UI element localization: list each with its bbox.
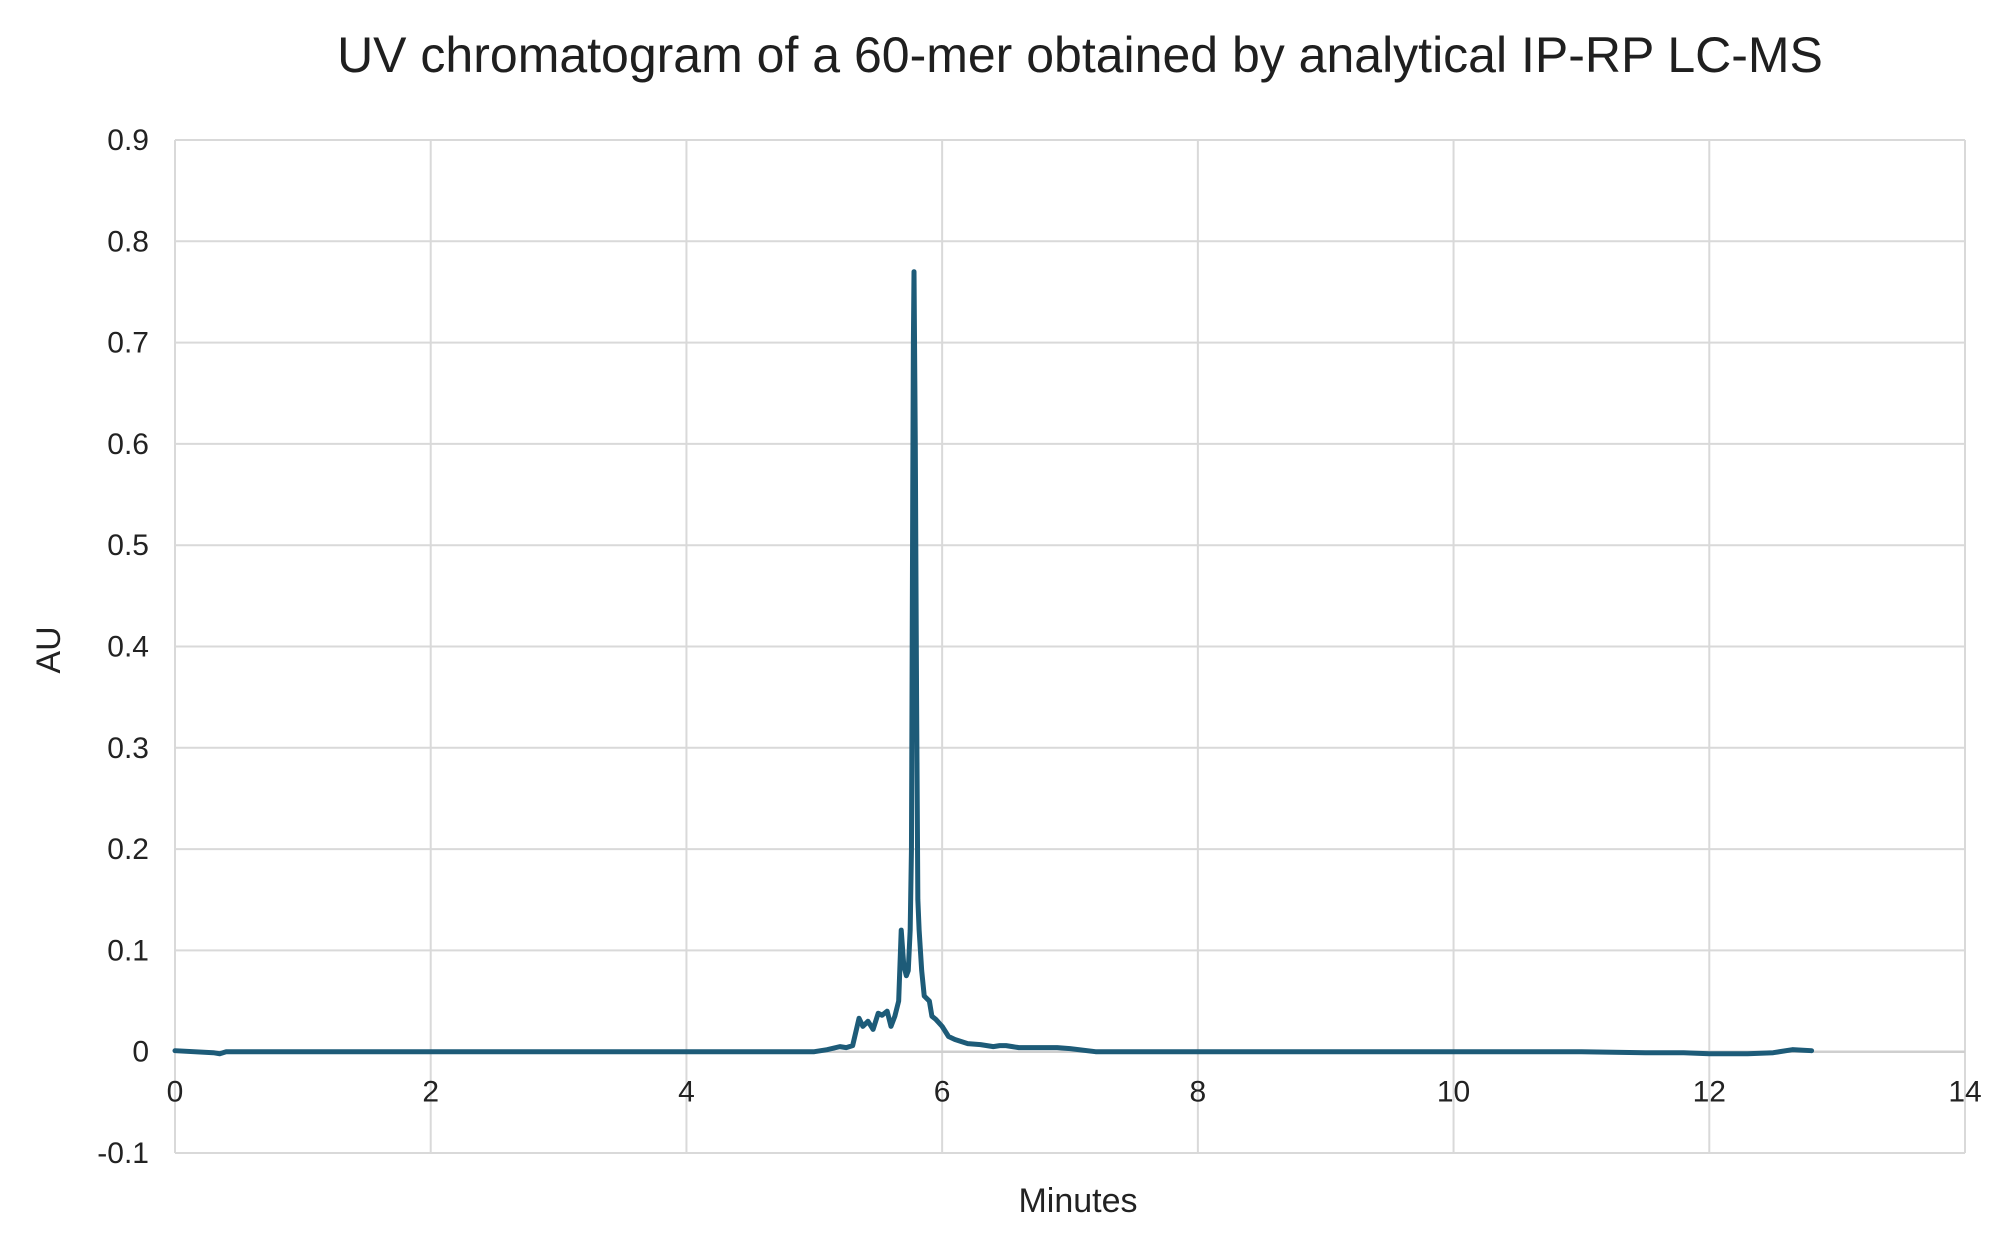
y-tick-label: 0.2	[107, 833, 149, 866]
y-tick-label: 0.6	[107, 428, 149, 461]
gridlines	[174, 139, 1966, 1154]
series-line	[172, 269, 1815, 1057]
x-tick-label: 12	[1693, 1076, 1726, 1109]
x-tick-label: 8	[1190, 1076, 1207, 1109]
x-tick-label: 4	[678, 1076, 695, 1109]
y-tick-label: 0.4	[107, 631, 149, 664]
y-tick-label: 0.9	[107, 124, 149, 157]
y-tick-label: 0.1	[107, 934, 149, 967]
tick-labels: -0.1 0 0.1 0.2 0.3 0.4 0.5 0.6 0.7 0.8 0.9 0 2 4 6 8 10 1…	[97, 124, 1981, 1170]
series-layer	[172, 269, 1815, 1057]
y-tick-label: 0.8	[107, 225, 149, 258]
x-tick-label: 0	[167, 1076, 184, 1109]
x-tick-label: 14	[1948, 1076, 1981, 1109]
y-axis-title: AU	[30, 626, 68, 673]
x-tick-label: 2	[422, 1076, 439, 1109]
x-tick-label: 10	[1437, 1076, 1470, 1109]
x-tick-label: 6	[934, 1076, 951, 1109]
y-tick-label: -0.1	[97, 1137, 149, 1170]
x-axis-title: Minutes	[1018, 1182, 1137, 1220]
y-tick-label: 0.5	[107, 529, 149, 562]
chart-title: UV chromatogram of a 60-mer obtained by …	[337, 27, 1823, 83]
y-tick-label: 0	[132, 1036, 149, 1069]
y-tick-label: 0.7	[107, 327, 149, 360]
y-tick-label: 0.3	[107, 732, 149, 765]
